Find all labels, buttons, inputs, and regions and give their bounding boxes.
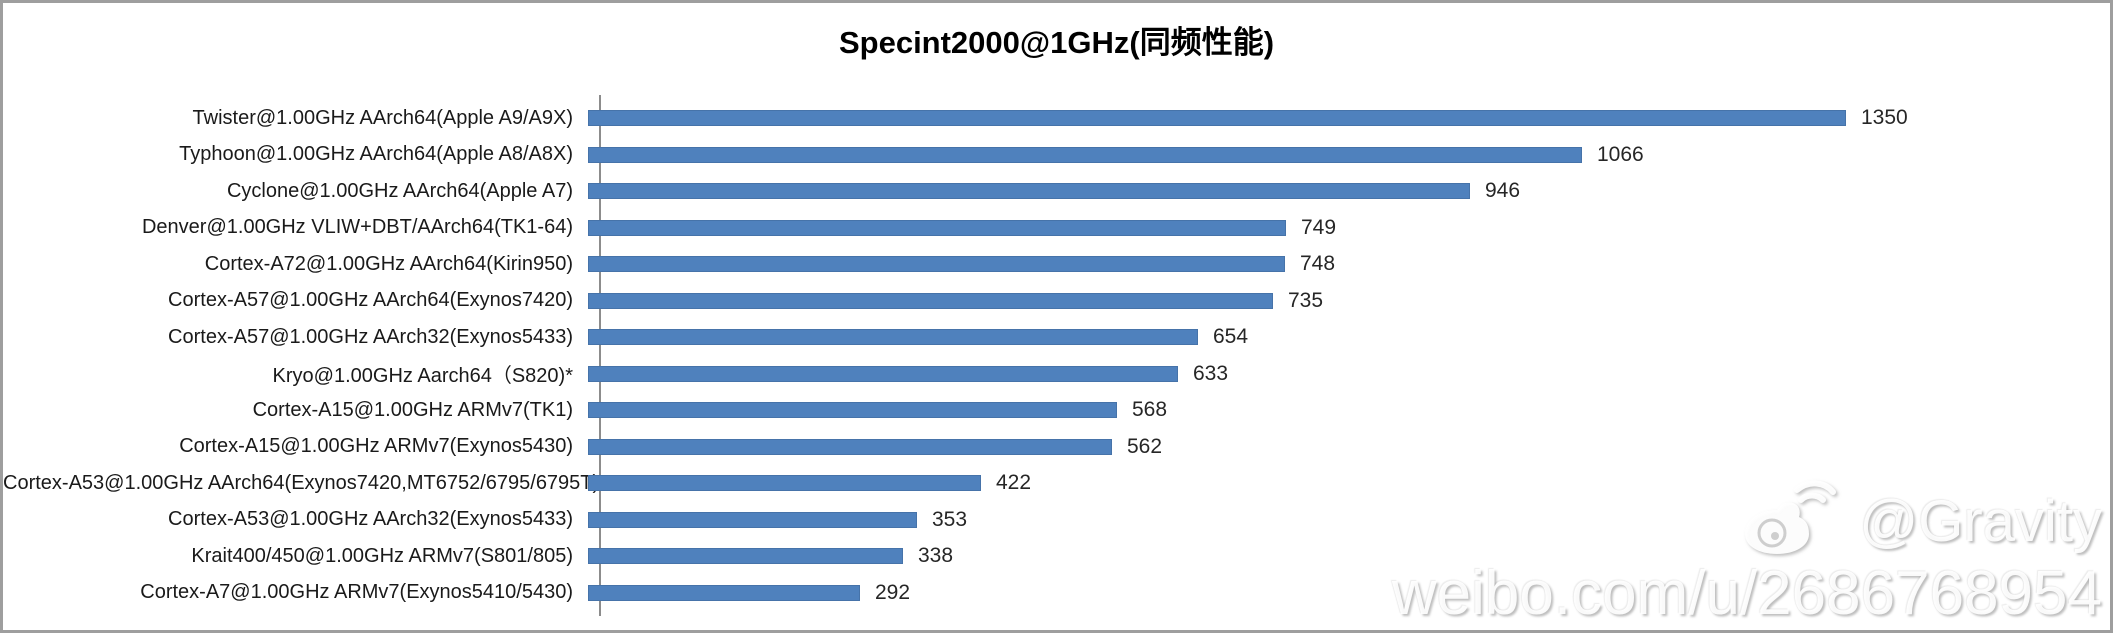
value-label: 292 — [875, 580, 911, 604]
value-label: 338 — [918, 544, 954, 568]
bar-row: Cortex-A57@1.00GHz AArch32(Exynos5433) 6… — [3, 319, 2109, 356]
bar-zone: 292 — [586, 575, 2109, 612]
value-label: 735 — [1288, 288, 1324, 312]
bar — [588, 256, 1285, 273]
value-label: 1350 — [1861, 106, 1908, 130]
bar — [588, 511, 917, 528]
value-label: 568 — [1132, 398, 1168, 422]
value-label: 748 — [1300, 252, 1336, 276]
bar-row: Cortex-A15@1.00GHz ARMv7(Exynos5430) 562 — [3, 429, 2109, 466]
bar-row: Cyclone@1.00GHz AArch64(Apple A7) 946 — [3, 173, 2109, 210]
category-label: Cortex-A53@1.00GHz AArch32(Exynos5433) — [168, 508, 573, 531]
bar — [588, 292, 1273, 309]
bar-row: Cortex-A53@1.00GHz AArch32(Exynos5433) 3… — [3, 502, 2109, 539]
bar — [588, 219, 1286, 236]
value-label: 946 — [1485, 179, 1521, 203]
value-label: 749 — [1301, 215, 1337, 239]
value-label: 1066 — [1597, 142, 1644, 166]
bar-zone: 353 — [586, 502, 2109, 539]
bar-row: Cortex-A57@1.00GHz AArch64(Exynos7420) 7… — [3, 283, 2109, 320]
value-label: 562 — [1127, 434, 1163, 458]
bar-zone: 1066 — [586, 137, 2109, 174]
bar — [588, 548, 903, 565]
bar-row: Krait400/450@1.00GHz ARMv7(S801/805) 338 — [3, 538, 2109, 575]
category-label: Cyclone@1.00GHz AArch64(Apple A7) — [226, 179, 573, 202]
bar — [588, 146, 1582, 163]
bar-chart-plot-area: Twister@1.00GHz AArch64(Apple A9/A9X) 13… — [3, 100, 2109, 611]
bar — [588, 438, 1112, 455]
value-label: 353 — [932, 507, 968, 531]
bar-zone: 946 — [586, 173, 2109, 210]
bar-row: Cortex-A53@1.00GHz AArch64(Exynos7420,MT… — [3, 465, 2109, 502]
bar-row: Denver@1.00GHz VLIW+DBT/AArch64(TK1-64) … — [3, 210, 2109, 247]
bar-zone: 735 — [586, 283, 2109, 320]
bar — [588, 110, 1846, 127]
bar-zone: 562 — [586, 429, 2109, 466]
category-label: Cortex-A72@1.00GHz AArch64(Kirin950) — [204, 252, 573, 275]
value-label: 633 — [1193, 361, 1229, 385]
chart-title: Specint2000@1GHz(同频性能) — [838, 25, 1275, 60]
bar — [588, 183, 1470, 200]
bar — [588, 365, 1178, 382]
category-label: Typhoon@1.00GHz AArch64(Apple A8/A8X) — [179, 143, 573, 166]
bar-zone: 1350 — [586, 100, 2109, 137]
category-label: Cortex-A15@1.00GHz ARMv7(Exynos5430) — [179, 435, 573, 458]
value-label: 654 — [1213, 325, 1249, 349]
bar-zone: 654 — [586, 319, 2109, 356]
bar-zone: 633 — [586, 356, 2109, 393]
category-axis-line — [599, 95, 601, 616]
value-label: 422 — [996, 471, 1032, 495]
bar-row: Typhoon@1.00GHz AArch64(Apple A8/A8X) 10… — [3, 137, 2109, 174]
category-label: Denver@1.00GHz VLIW+DBT/AArch64(TK1-64) — [141, 216, 573, 239]
category-label: Cortex-A57@1.00GHz AArch64(Exynos7420) — [168, 289, 573, 312]
bar-row: Cortex-A72@1.00GHz AArch64(Kirin950) 748 — [3, 246, 2109, 283]
bar — [588, 402, 1117, 419]
category-label: Krait400/450@1.00GHz ARMv7(S801/805) — [191, 544, 573, 567]
bar-row: Twister@1.00GHz AArch64(Apple A9/A9X) 13… — [3, 100, 2109, 137]
bar — [588, 329, 1198, 346]
bar-zone: 422 — [586, 465, 2109, 502]
bar — [588, 475, 981, 492]
category-label: Kryo@1.00GHz Aarch64（S820)* — [272, 365, 573, 388]
bar-zone: 568 — [586, 392, 2109, 429]
bar-zone: 338 — [586, 538, 2109, 575]
category-label: Cortex-A53@1.00GHz AArch64(Exynos7420,MT… — [3, 471, 600, 494]
category-label: Twister@1.00GHz AArch64(Apple A9/A9X) — [192, 106, 573, 129]
bar-row: Cortex-A15@1.00GHz ARMv7(TK1) 568 — [3, 392, 2109, 429]
category-label: Cortex-A57@1.00GHz AArch32(Exynos5433) — [168, 325, 573, 348]
bar-row: Cortex-A7@1.00GHz ARMv7(Exynos5410/5430)… — [3, 575, 2109, 612]
category-label: Cortex-A7@1.00GHz ARMv7(Exynos5410/5430) — [140, 581, 573, 604]
bar-zone: 749 — [586, 210, 2109, 247]
bar-zone: 748 — [586, 246, 2109, 283]
category-label: Cortex-A15@1.00GHz ARMv7(TK1) — [252, 398, 573, 421]
bar — [588, 584, 860, 601]
bar-row: Kryo@1.00GHz Aarch64（S820)* 633 — [3, 356, 2109, 393]
